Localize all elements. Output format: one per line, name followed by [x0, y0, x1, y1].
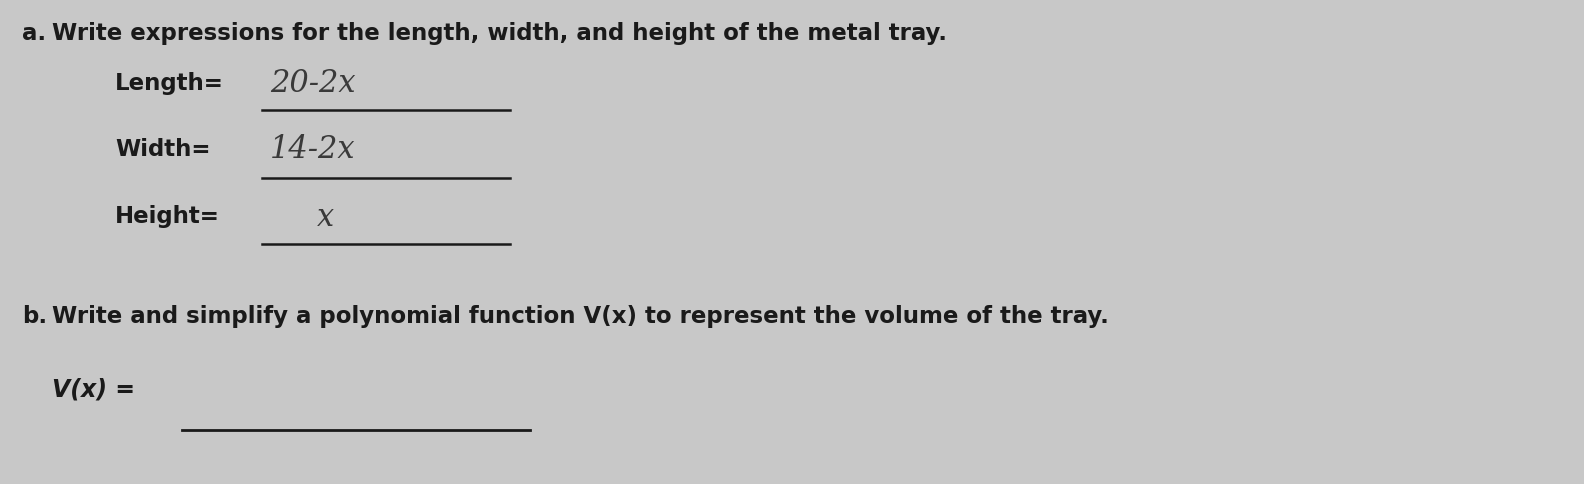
Text: V(x) =: V(x) = — [52, 378, 135, 402]
Text: Length=: Length= — [116, 72, 223, 95]
Text: 14-2x: 14-2x — [269, 134, 356, 165]
Text: a.: a. — [22, 22, 46, 45]
Text: Width=: Width= — [116, 138, 211, 161]
Text: b.: b. — [22, 305, 48, 328]
Text: Write and simplify a polynomial function V(x) to represent the volume of the tra: Write and simplify a polynomial function… — [52, 305, 1109, 328]
Text: 20-2x: 20-2x — [269, 68, 356, 99]
Text: x: x — [317, 202, 334, 233]
Text: Write expressions for the length, width, and height of the metal tray.: Write expressions for the length, width,… — [52, 22, 947, 45]
Text: Height=: Height= — [116, 205, 220, 228]
